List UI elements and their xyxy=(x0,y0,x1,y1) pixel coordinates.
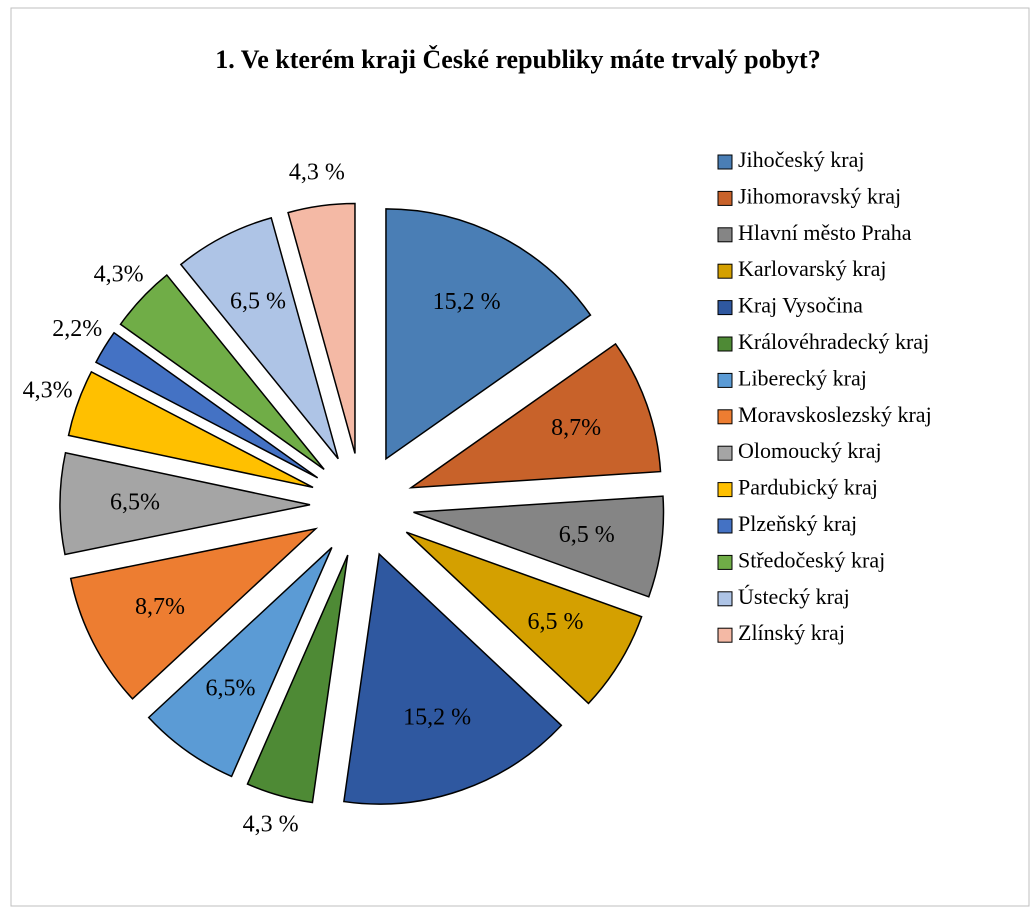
chart-title: 1. Ve kterém kraji České republiky máte … xyxy=(215,45,820,74)
pie-slice xyxy=(94,331,319,479)
data-label: 4,3% xyxy=(94,262,144,288)
data-label: 6,5% xyxy=(110,489,160,515)
pie-slice xyxy=(147,546,333,778)
legend-swatch xyxy=(717,591,733,607)
pie-slice xyxy=(405,531,643,705)
legend-swatch xyxy=(717,300,733,316)
legend-swatch xyxy=(717,409,733,425)
pie-slice xyxy=(413,495,665,598)
legend-label: Středočeský kraj xyxy=(738,547,885,572)
data-label: 8,7% xyxy=(551,415,601,441)
pie-slice xyxy=(69,527,319,700)
legend-label: Pardubický kraj xyxy=(738,475,878,500)
legend-label: Zlínský kraj xyxy=(738,620,845,645)
legend-swatch xyxy=(717,154,733,170)
legend-swatch xyxy=(717,518,733,534)
legend-swatch xyxy=(717,336,733,352)
pie-slice xyxy=(287,202,356,454)
legend-label: Moravskoslezský kraj xyxy=(738,402,932,427)
pie-slice xyxy=(385,208,592,461)
legend-swatch xyxy=(717,263,733,279)
legend-label: Královéhradecký kraj xyxy=(738,329,929,354)
legend-label: Karlovarský kraj xyxy=(738,256,886,281)
pie-slice xyxy=(408,342,662,489)
legend-swatch xyxy=(717,482,733,498)
data-label: 15,2 % xyxy=(433,289,501,315)
legend-label: Ústecký kraj xyxy=(738,584,850,609)
pie-slice xyxy=(343,552,563,805)
data-label: 4,3 % xyxy=(243,812,299,838)
legend-label: Hlavní město Praha xyxy=(738,220,912,245)
pie-slice xyxy=(119,274,325,470)
data-label: 2,2% xyxy=(52,316,102,342)
legend-label: Jihomoravský kraj xyxy=(738,183,901,208)
legend-swatch xyxy=(717,627,733,643)
pie-slice xyxy=(67,370,314,489)
legend-label: Jihočeský kraj xyxy=(738,147,864,172)
data-label: 6,5 % xyxy=(528,609,584,635)
data-label: 6,5% xyxy=(206,676,256,702)
data-label: 6,5 % xyxy=(559,522,615,548)
pie-slice xyxy=(59,451,311,556)
data-label: 15,2 % xyxy=(403,705,471,731)
legend-label: Plzeňský kraj xyxy=(738,511,857,536)
legend-label: Liberecký kraj xyxy=(738,365,867,390)
pie-slice xyxy=(246,554,349,804)
pie-slice xyxy=(179,216,339,460)
data-label: 6,5 % xyxy=(230,289,286,315)
data-label: 4,3 % xyxy=(289,160,345,186)
legend-swatch xyxy=(717,554,733,570)
data-label: 8,7% xyxy=(135,594,185,620)
legend-swatch xyxy=(717,227,733,243)
legend-label: Kraj Vysočina xyxy=(738,293,863,318)
legend-label: Olomoucký kraj xyxy=(738,438,882,463)
data-label: 4,3% xyxy=(23,378,73,404)
legend-swatch xyxy=(717,372,733,388)
legend-swatch xyxy=(717,190,733,206)
legend-swatch xyxy=(717,445,733,461)
